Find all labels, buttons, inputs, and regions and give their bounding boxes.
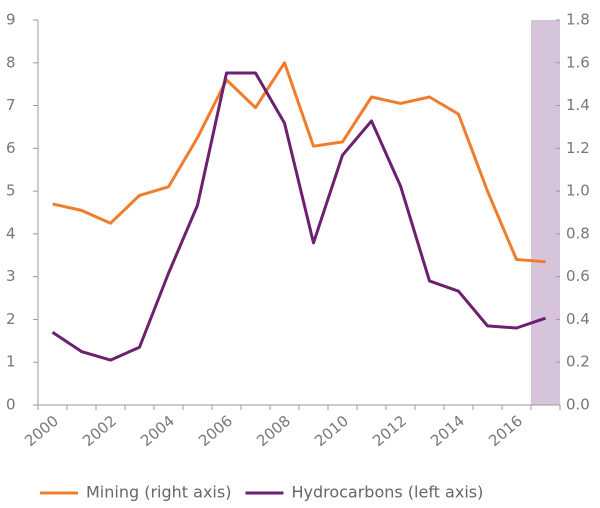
y-tick-label: 4: [6, 224, 16, 242]
x-tick-label: 2000: [21, 412, 62, 450]
y2-tick-label: 0.0: [566, 396, 590, 414]
series-line: [52, 61, 546, 264]
y-tick-label: 6: [6, 139, 16, 157]
series-line: [51, 71, 546, 362]
y-tick-label: 0: [6, 396, 16, 414]
x-tick-label: 2008: [253, 412, 294, 450]
y-tick-label: 8: [6, 53, 16, 71]
y2-tick-label: 0.6: [566, 267, 590, 285]
x-tick-label: 2016: [485, 412, 526, 450]
y2-tick-label: 1.4: [566, 96, 590, 114]
x-tick-label: 2006: [195, 412, 236, 450]
y2-tick-label: 1.6: [566, 53, 590, 71]
legend-label: Mining (right axis): [86, 483, 231, 502]
y-tick-label: 2: [6, 310, 16, 328]
x-tick-label: 2004: [137, 412, 178, 450]
legend-label: Hydrocarbons (left axis): [291, 483, 483, 502]
y-tick-label: 9: [6, 11, 16, 29]
x-tick-label: 2014: [427, 412, 468, 450]
y2-tick-label: 0.4: [566, 310, 590, 328]
x-tick-label: 2010: [311, 412, 352, 450]
y2-tick-label: 0.2: [566, 353, 590, 371]
y2-tick-label: 1.0: [566, 182, 590, 200]
y-tick-label: 5: [6, 182, 16, 200]
y2-tick-label: 1.2: [566, 139, 590, 157]
highlight-band: [531, 20, 560, 405]
x-tick-label: 2002: [79, 412, 120, 450]
y-tick-label: 3: [6, 267, 16, 285]
y2-tick-label: 0.8: [566, 224, 590, 242]
y-tick-label: 7: [6, 96, 16, 114]
y-tick-label: 1: [6, 353, 16, 371]
y2-tick-label: 1.8: [566, 11, 590, 29]
x-tick-label: 2012: [369, 412, 410, 450]
